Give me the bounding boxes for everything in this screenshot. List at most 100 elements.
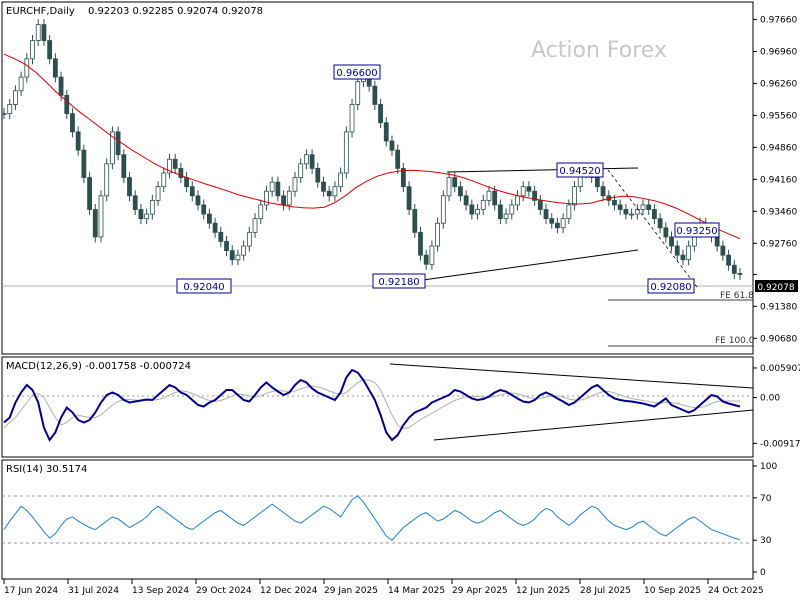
candle bbox=[241, 240, 247, 261]
price-tick-label: 0.94860 bbox=[760, 143, 797, 153]
x-tick-label: 29 Apr 2025 bbox=[452, 586, 508, 596]
candle bbox=[201, 199, 207, 220]
candle bbox=[458, 181, 463, 202]
candle bbox=[138, 204, 144, 225]
x-tick-label: 29 Oct 2024 bbox=[196, 586, 252, 596]
candle bbox=[75, 126, 81, 156]
ohlc-label: 0.92203 0.92285 0.92074 0.92078 bbox=[88, 6, 263, 17]
candle bbox=[657, 213, 663, 234]
price-tick-label: 0.95560 bbox=[760, 111, 797, 121]
candle bbox=[400, 162, 406, 193]
svg-text:0.93250: 0.93250 bbox=[676, 226, 717, 237]
candle bbox=[30, 35, 35, 65]
candle bbox=[172, 153, 178, 174]
macd-signal-line bbox=[3, 379, 740, 430]
price-tick-label: 0.93460 bbox=[760, 207, 797, 217]
macd-panel bbox=[1, 356, 754, 458]
x-tick-label: 12 Dec 2024 bbox=[260, 586, 318, 596]
candle bbox=[121, 149, 127, 184]
x-tick-label: 14 Mar 2025 bbox=[388, 586, 445, 596]
candle bbox=[560, 213, 566, 234]
candle bbox=[372, 80, 378, 110]
macd-main-line bbox=[3, 368, 741, 442]
candle bbox=[338, 167, 344, 193]
candle bbox=[189, 181, 195, 202]
annotation-high-2: 0.94520 bbox=[556, 162, 604, 178]
svg-text:0.92040: 0.92040 bbox=[183, 282, 224, 293]
candle bbox=[206, 208, 212, 229]
rsi-tick-label: 70 bbox=[760, 494, 772, 504]
candle bbox=[726, 249, 731, 271]
x-tick-label: 12 Jun 2025 bbox=[516, 586, 570, 596]
candle bbox=[543, 204, 549, 225]
candle bbox=[480, 194, 486, 215]
rsi-ticks: 100 70 30 0 bbox=[753, 462, 777, 578]
candle bbox=[737, 267, 743, 280]
upper-trendline bbox=[446, 167, 639, 173]
rsi-tick-label: 100 bbox=[760, 462, 777, 472]
fe-100-label: FE 100.0 bbox=[715, 336, 755, 346]
candle bbox=[275, 176, 281, 202]
candle bbox=[195, 190, 201, 211]
candle bbox=[292, 172, 298, 197]
candle bbox=[600, 181, 606, 202]
svg-text:0.92078: 0.92078 bbox=[757, 283, 794, 293]
candle bbox=[155, 181, 161, 206]
candle bbox=[674, 240, 680, 261]
candle bbox=[520, 181, 526, 202]
candle bbox=[35, 19, 41, 47]
candle bbox=[81, 144, 87, 184]
x-tick-label: 28 Jul 2025 bbox=[580, 586, 631, 596]
candle bbox=[389, 135, 395, 156]
watermark: Action Forex bbox=[531, 38, 667, 63]
candle bbox=[446, 172, 452, 202]
price-tick-label: 0.96960 bbox=[760, 47, 797, 57]
candle bbox=[167, 153, 172, 179]
moving-average-line bbox=[3, 53, 741, 240]
price-series bbox=[1, 19, 743, 280]
candle bbox=[149, 194, 155, 220]
candle bbox=[315, 162, 321, 188]
price-tick-label: 0.92760 bbox=[760, 239, 797, 249]
candle bbox=[617, 199, 623, 215]
candle bbox=[7, 98, 13, 120]
candle bbox=[440, 190, 446, 229]
candle bbox=[24, 53, 30, 83]
candle bbox=[526, 181, 532, 197]
candle bbox=[298, 158, 304, 184]
x-axis: 17 Jun 2024 31 Jul 2024 13 Sep 2024 29 Oct … bbox=[3, 579, 764, 596]
candle bbox=[349, 98, 355, 138]
candle bbox=[497, 199, 503, 225]
candle bbox=[646, 199, 652, 215]
macd-tick-label: 0.00 bbox=[760, 394, 780, 404]
candle bbox=[303, 149, 309, 170]
candle bbox=[686, 240, 692, 266]
annotation-high-3: 0.93250 bbox=[674, 222, 720, 238]
candle bbox=[332, 181, 338, 202]
candle bbox=[549, 213, 555, 229]
candle bbox=[486, 185, 492, 206]
candle bbox=[629, 208, 634, 220]
price-ticks: 0.97660 0.96960 0.96260 0.95560 0.94860 0.941… bbox=[753, 16, 797, 344]
candle bbox=[680, 249, 686, 266]
svg-text:0.96600: 0.96600 bbox=[336, 68, 377, 79]
x-tick-label: 13 Sep 2024 bbox=[132, 586, 189, 596]
candle bbox=[509, 199, 515, 220]
candle bbox=[98, 190, 104, 243]
candle bbox=[321, 176, 326, 197]
candle bbox=[269, 176, 275, 197]
candle bbox=[218, 226, 224, 247]
candle bbox=[475, 204, 480, 220]
macd-label: MACD(12,26,9) -0.001758 -0.000724 bbox=[6, 361, 191, 372]
candle bbox=[731, 259, 737, 279]
candle bbox=[87, 172, 92, 215]
rsi-line bbox=[3, 495, 741, 541]
candle bbox=[224, 236, 229, 257]
projection-line bbox=[607, 169, 698, 288]
candle bbox=[383, 117, 389, 147]
macd-tick-label: 0.005907 bbox=[760, 364, 800, 374]
rsi-tick-label: 30 bbox=[760, 536, 772, 546]
candle bbox=[212, 217, 218, 238]
price-tick-label: 0.96260 bbox=[760, 79, 797, 89]
